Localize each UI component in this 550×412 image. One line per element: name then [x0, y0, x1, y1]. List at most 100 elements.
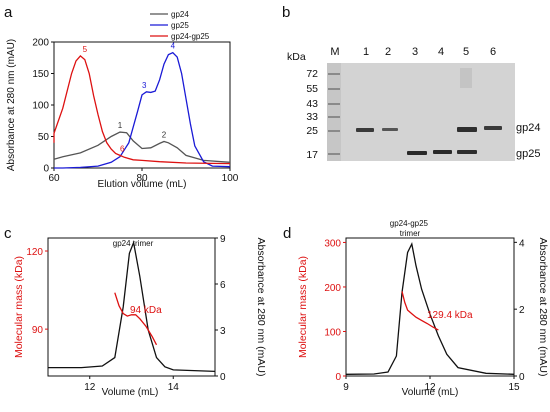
ytick-left-label: 200 [324, 283, 341, 294]
ytick-left-label: 300 [324, 238, 341, 249]
gel-band-lane5-gp25 [457, 150, 477, 154]
panel-d-ylabel-left: Molecular mass (kDa) [297, 256, 309, 358]
a-series-line-gp24-gp25 [53, 54, 231, 165]
a-peak-label: 4 [171, 42, 176, 51]
a-ytick-label: 0 [43, 164, 49, 175]
panel-a-ylabel: Absorbance at 280 nm (mAU) [6, 39, 17, 171]
legend-label-gp25: gp25 [171, 21, 189, 30]
panel-a-xlabel: Elution volume (mL) [98, 179, 187, 190]
gel-band-lane1-gp24 [356, 128, 374, 132]
legend-label-gp24: gp24 [171, 10, 189, 19]
ytick-right-label: 2 [519, 305, 525, 316]
absorbance-line [345, 241, 515, 375]
panel-b-letter: b [282, 4, 290, 21]
panel-d-frame [345, 237, 515, 377]
xtick-label: 12 [84, 382, 96, 393]
ytick-left-label: 100 [324, 327, 341, 338]
gel-band-lane4-gp25 [433, 150, 452, 154]
panel-a-chart: 0 50 100 150 200 60 80 100 5 3 4 1 6 2 gp24 gp25 gp… [6, 10, 239, 190]
panel-c-mass-label: 94 kDa [130, 305, 162, 316]
a-ytick-label: 200 [32, 38, 49, 49]
panel-d-title-line2: trimer [400, 229, 421, 238]
gel-mw-label: 43 [306, 98, 318, 110]
gel-lane-label: 2 [385, 46, 391, 58]
gel-band-lane5-gp24 [457, 127, 477, 132]
gel-lane-label: 1 [363, 46, 369, 58]
molecular-mass-line [401, 291, 439, 331]
panel-c-ylabel-left: Molecular mass (kDa) [13, 256, 25, 358]
gel-mw-label: 17 [306, 149, 318, 161]
gel-kda-label: kDa [287, 51, 306, 63]
gel-band-lane3-gp25 [407, 151, 427, 155]
gel-smear-lane5 [460, 68, 472, 88]
legend-label-gp24-gp25: gp24-gp25 [171, 32, 210, 41]
panel-d-mass-label: 129.4 kDa [427, 310, 473, 321]
ytick-right-label: 9 [220, 234, 226, 245]
ladder-band [328, 103, 340, 105]
panel-c-xlabel: Volume (mL) [102, 387, 159, 398]
a-peak-label: 2 [162, 131, 167, 140]
xtick-label: 14 [168, 382, 180, 393]
ytick-right-label: 0 [220, 372, 226, 383]
panel-c-title: gp24 trimer [113, 239, 154, 248]
ytick-right-label: 3 [220, 326, 226, 337]
panel-d-title: gp24-gp25 trimer [390, 219, 431, 238]
a-ytick-label: 100 [32, 101, 49, 112]
panel-a-letter: a [4, 4, 13, 21]
gel-mw-label: 25 [306, 125, 318, 137]
a-peak-label: 3 [142, 81, 147, 90]
panel-d-ylabel-right: Absorbance at 280 nm (mAU) [537, 238, 549, 377]
ytick-right-label: 4 [519, 238, 525, 249]
xtick-label: 9 [343, 382, 349, 393]
gel-lane-label: 3 [412, 46, 418, 58]
molecular-mass-line [114, 292, 158, 346]
xtick-label: 12 [424, 382, 436, 393]
gel-band-lane2-gp24 [382, 128, 398, 131]
a-peak-label: 1 [118, 121, 123, 130]
ytick-left-label: 90 [32, 325, 44, 336]
a-ytick-label: 150 [32, 69, 49, 80]
ytick-left-label: 120 [26, 247, 43, 258]
panel-c-chart: 12 14 90 120 0 3 6 9 gp24 trimer 94 kDa Volume … [13, 234, 267, 398]
panel-d-letter: d [283, 225, 291, 242]
gel-lane-label: 5 [463, 46, 469, 58]
gel-ladder [328, 73, 340, 155]
panel-c-letter: c [4, 225, 12, 242]
gel-mw-label: 33 [306, 111, 318, 123]
gel-lane-label: 4 [438, 46, 444, 58]
a-series-line-gp24 [53, 131, 231, 163]
ladder-band [328, 130, 340, 132]
gel-band-label-gp25: gp25 [516, 148, 540, 160]
ladder-band [328, 153, 340, 155]
gel-lane-label: 6 [490, 46, 496, 58]
gel-band-lane6-gp24 [484, 126, 502, 130]
ladder-band [328, 73, 340, 75]
panel-d-xlabel: Volume (mL) [402, 387, 459, 398]
ytick-left-label: 0 [335, 372, 341, 383]
ladder-band [328, 88, 340, 90]
a-xtick-label: 100 [222, 173, 239, 184]
gel-band-label-gp24: gp24 [516, 122, 540, 134]
a-xtick-label: 60 [48, 173, 60, 184]
gel-mw-label: 55 [306, 83, 318, 95]
a-ytick-label: 50 [38, 132, 50, 143]
xtick-label: 15 [508, 382, 520, 393]
panel-d-title-line1: gp24-gp25 [390, 219, 429, 228]
gel-mw-label: 72 [306, 68, 318, 80]
gel-lane-label: M [330, 46, 339, 58]
a-peak-label: 6 [120, 144, 125, 153]
gel-background [327, 63, 515, 161]
ladder-band [328, 116, 340, 118]
gel-marker-lane [327, 63, 341, 161]
a-xtick-label: 80 [136, 173, 148, 184]
a-series-line-gp25 [54, 51, 231, 169]
ytick-right-label: 0 [519, 372, 525, 383]
panel-a-legend: gp24 gp25 gp24-gp25 [150, 10, 210, 41]
ytick-right-label: 6 [220, 280, 226, 291]
panel-c-frame [47, 237, 216, 377]
panel-c-ylabel-right: Absorbance at 280 nm (mAU) [255, 238, 267, 377]
a-peak-label: 5 [83, 45, 88, 54]
